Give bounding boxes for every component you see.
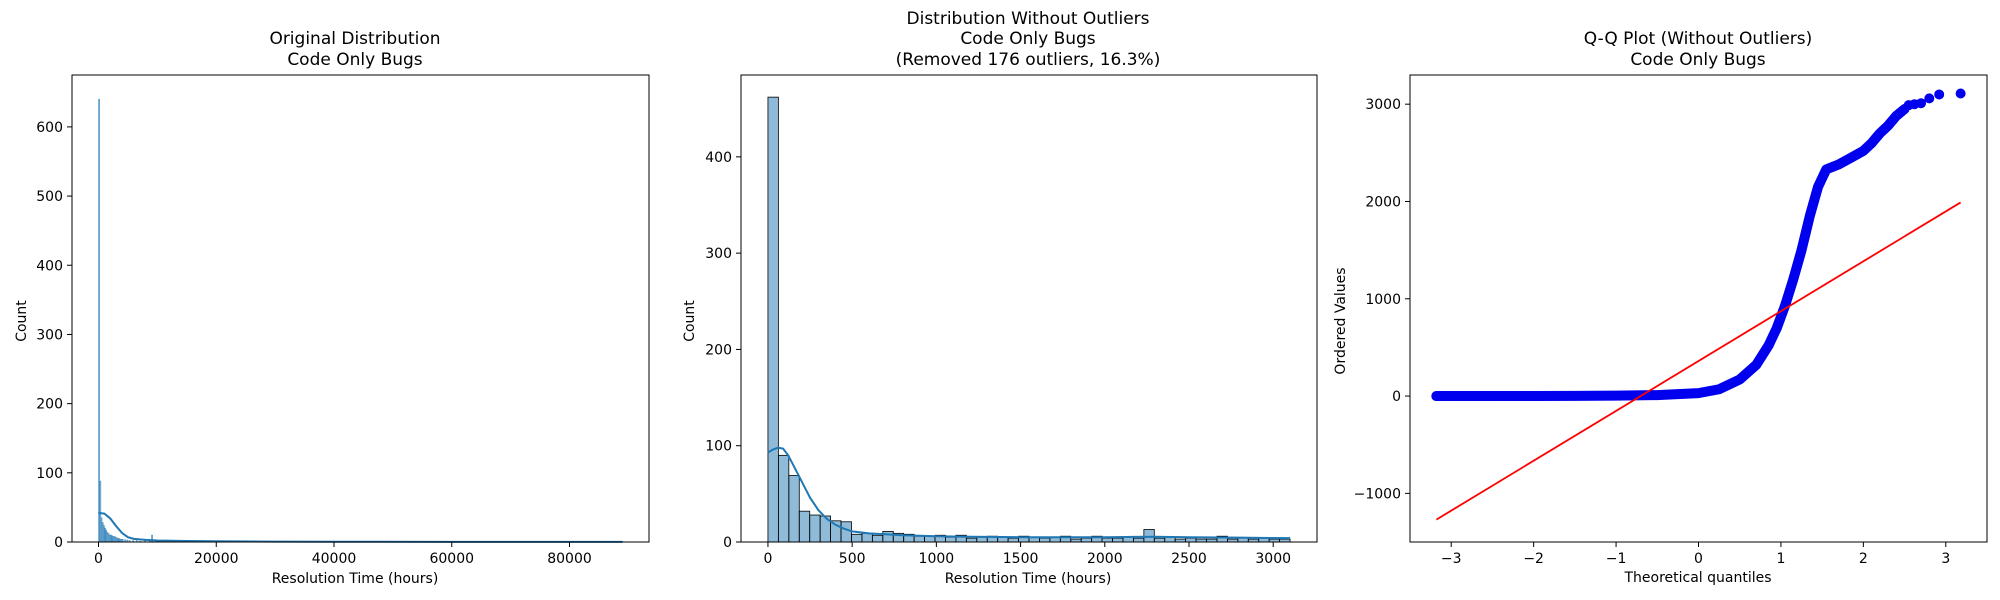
panel2-ytick-label: 400 [705, 150, 732, 166]
panel3-xtick-label: 3 [1941, 551, 1950, 567]
panel1-xtick-label: 0 [94, 551, 103, 567]
panel1-ylabel: Count [14, 300, 30, 342]
qq-point [1466, 391, 1477, 402]
panel2-xtick-label: 3000 [1255, 551, 1291, 567]
panel1-title-line2: Code Only Bugs [287, 50, 422, 70]
histogram-bar [809, 514, 821, 543]
panel3-frame [1409, 74, 1988, 543]
histogram-bar [1153, 537, 1166, 543]
qq-point [1955, 88, 1966, 99]
kde-curve [98, 511, 623, 543]
panel1-xtick-label: 80000 [547, 551, 592, 567]
qq-point [1452, 391, 1463, 402]
fit-line [1435, 201, 1962, 521]
panel1-ytick-label: 0 [54, 535, 63, 551]
panel2-xtick-label: 500 [839, 551, 866, 567]
panel2-ylabel: Count [682, 300, 698, 342]
panel-qq-plot: Q-Q Plot (Without Outliers) Code Only Bu… [1333, 29, 1988, 586]
panel2-xtick-label: 2000 [1087, 551, 1123, 567]
histogram-bar [1112, 537, 1124, 543]
panel3-plot-area: −3 −2 −1 0 1 2 3 −1000 0 1000 2000 3000 [1354, 74, 1988, 567]
histogram-bar [777, 454, 790, 543]
panel3-xlabel: Theoretical quantiles [1623, 570, 1771, 586]
panel3-xtick-label: 2 [1859, 551, 1868, 567]
qq-point [1924, 93, 1935, 104]
qq-point [1916, 98, 1927, 109]
panel3-title-line2: Code Only Bugs [1630, 50, 1765, 70]
panel2-ytick-label: 200 [705, 342, 732, 358]
panel-without-outliers: Distribution Without Outliers Code Only … [682, 9, 1318, 587]
panel2-xtick-label: 0 [763, 551, 772, 567]
histogram-bar [1101, 537, 1113, 543]
histogram-bar [965, 537, 978, 543]
panel1-ytick-label: 400 [36, 258, 63, 274]
panel-original-distribution: Original Distribution Code Only Bugs 0 20… [14, 29, 650, 587]
qq-point [1431, 391, 1442, 402]
panel3-ytick-label: 0 [1392, 389, 1401, 405]
histogram-bar [1185, 537, 1197, 543]
panel3-xtick-label: −3 [1441, 551, 1462, 567]
histogram-bar [945, 536, 957, 543]
histogram-bar [851, 533, 863, 543]
kde-curve [767, 446, 1291, 540]
panel1-xtick-label: 60000 [429, 551, 474, 567]
panel1-frame [71, 74, 650, 543]
panel3-xtick-label: −1 [1606, 551, 1627, 567]
panel1-ytick-label: 200 [36, 397, 63, 413]
panel2-xtick-label: 1500 [1003, 551, 1039, 567]
qq-point [1483, 391, 1494, 402]
panel2-ytick-label: 0 [723, 535, 732, 551]
histogram-bar [98, 98, 100, 543]
histogram-bar [788, 475, 800, 543]
histogram-bar [840, 521, 852, 543]
panel3-ytick-label: 2000 [1365, 194, 1401, 210]
histogram-bar [1080, 537, 1093, 543]
panel3-xtick-label: −2 [1523, 551, 1544, 567]
histogram-bar [861, 532, 873, 543]
panel1-ytick-label: 100 [36, 466, 63, 482]
panel1-ytick-label: 600 [36, 120, 63, 136]
qq-point [1475, 391, 1486, 402]
histogram-bar [882, 531, 894, 543]
panel3-xtick-label: 0 [1694, 551, 1703, 567]
panel1-plot-area: 0 20000 40000 60000 80000 0 100 200 300 400 500 600 [36, 74, 650, 567]
qq-point [1934, 89, 1945, 100]
panel1-xlabel: Resolution Time (hours) [272, 571, 439, 587]
histogram-bar [767, 96, 779, 543]
panel2-ytick-label: 100 [705, 439, 732, 455]
panel1-ytick-label: 500 [36, 189, 63, 205]
panel3-ytick-label: 3000 [1365, 97, 1401, 113]
histogram-bar [1007, 537, 1019, 543]
histogram-bar [1039, 537, 1051, 543]
panel1-ytick-label: 300 [36, 327, 63, 343]
panel1-title-line1: Original Distribution [269, 29, 440, 49]
panel2-frame [740, 74, 1318, 543]
panel2-xtick-label: 1000 [919, 551, 955, 567]
panel3-xtick-label: 1 [1776, 551, 1785, 567]
panel3-ytick-label: −1000 [1354, 486, 1401, 502]
panel2-xlabel: Resolution Time (hours) [945, 571, 1112, 587]
panel2-title-line1: Distribution Without Outliers [907, 9, 1150, 29]
histogram-bar [798, 510, 811, 543]
panel1-xtick-label: 40000 [312, 551, 357, 567]
qq-points-band [1431, 104, 1910, 402]
panel3-ylabel: Ordered Values [1333, 267, 1349, 374]
histogram-bar [976, 536, 988, 543]
panel3-title-line1: Q-Q Plot (Without Outliers) [1584, 29, 1813, 49]
histogram-bar [1133, 537, 1145, 543]
panel2-plot-area: 0 500 1000 1500 2000 2500 3000 0 100 200 300 400 [705, 74, 1318, 567]
panel2-ytick-label: 300 [705, 246, 732, 262]
histogram-bar [913, 535, 925, 543]
panel3-ytick-label: 1000 [1365, 292, 1401, 308]
panel1-xtick-label: 20000 [194, 551, 239, 567]
histogram-bar [871, 534, 884, 543]
panel2-xtick-label: 2500 [1171, 551, 1207, 567]
panel2-title-line2: Code Only Bugs [960, 29, 1095, 49]
panel2-title-line3: (Removed 176 outliers, 16.3%) [896, 50, 1161, 70]
